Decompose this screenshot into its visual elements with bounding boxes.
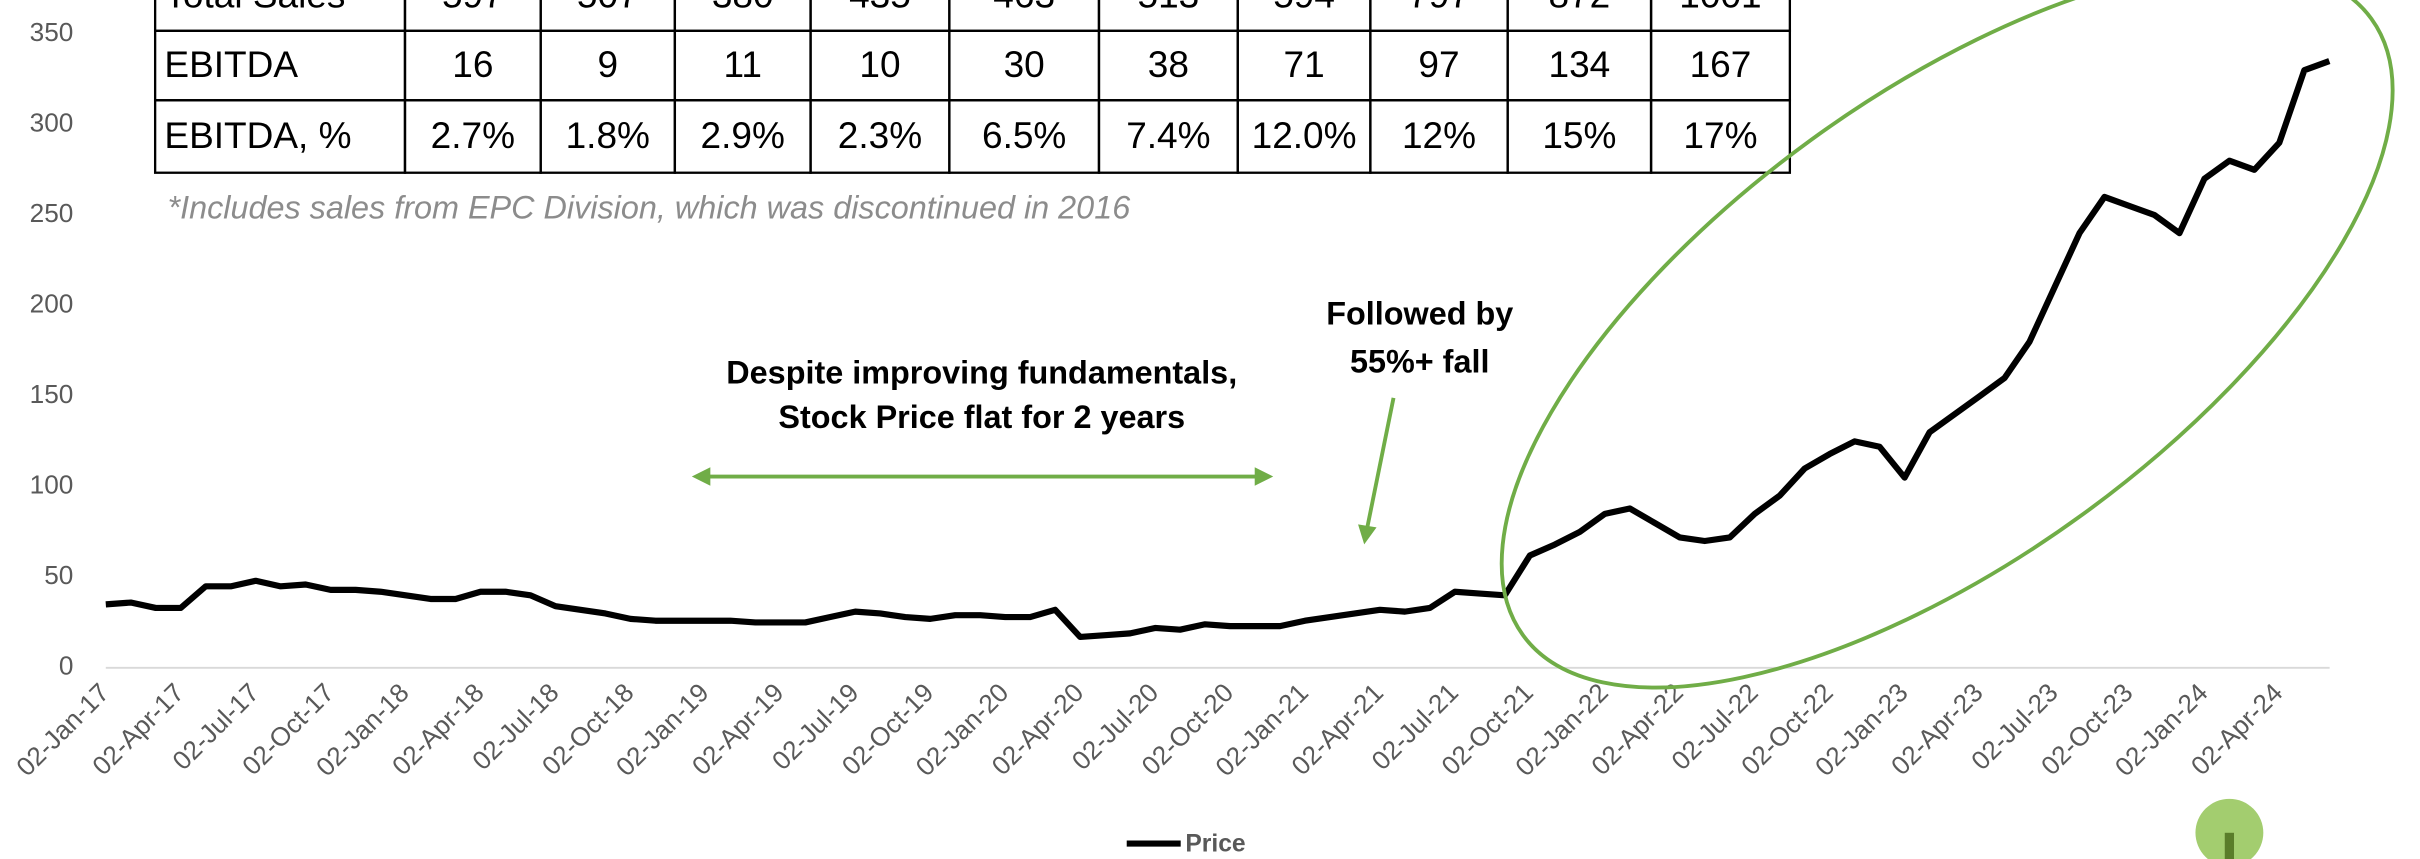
arrow-head [1254, 467, 1274, 486]
y-tick-label: 350 [30, 17, 74, 47]
cell-text: 97 [1418, 43, 1459, 85]
cell-text: 2.7% [431, 114, 515, 156]
cell-text: 134 [1548, 43, 1610, 85]
footnote: *Includes sales from EPC Division, which… [167, 189, 1130, 225]
cell-text: Total Sales [164, 0, 345, 15]
logo-trunk [2224, 832, 2235, 859]
cell-text: 9 [597, 43, 618, 85]
table-cell [1649, 99, 1792, 174]
annotation: Despite improving fundamentals, [726, 354, 1237, 390]
logo [2195, 798, 2264, 859]
cell-text: 513 [1137, 0, 1199, 15]
cell-text: 11 [724, 43, 762, 85]
cell-text: 872 [1548, 0, 1610, 15]
cell-text: 167 [1690, 43, 1752, 85]
y-tick-label: 50 [44, 560, 73, 590]
annotation: 55%+ fall [1350, 344, 1489, 380]
arrow-head [691, 467, 711, 486]
cell-text: 38 [1148, 43, 1189, 85]
cell-text: 435 [849, 0, 911, 15]
cell-text: 507 [577, 0, 639, 15]
cell-text: 7.4% [1126, 114, 1210, 156]
cell-text: 463 [993, 0, 1055, 15]
cell-text: 2.9% [701, 114, 785, 156]
cell-text: 597 [442, 0, 504, 15]
cell-text: 2.3% [838, 114, 922, 156]
cell-text: 15% [1542, 114, 1616, 156]
cell-text: 594 [1273, 0, 1335, 15]
cell-text: 1.8% [566, 114, 650, 156]
y-tick-label: 200 [30, 288, 74, 318]
price-line [105, 58, 2331, 641]
highlight-ellipse [1499, 0, 2395, 690]
y-tick-label: 300 [30, 107, 74, 137]
arrow-head [1358, 524, 1377, 545]
y-tick-label: 150 [30, 379, 74, 409]
cell-text: 12% [1402, 114, 1476, 156]
cell-text: 30 [1004, 43, 1045, 85]
cell-text: EBITDA, % [164, 114, 351, 156]
cell-text: 10 [859, 43, 900, 85]
cell-text: 12.0% [1252, 114, 1357, 156]
y-tick-label: 250 [30, 198, 74, 228]
cell-text: 797 [1408, 0, 1470, 15]
cell-text: EBITDA [164, 43, 298, 85]
cell-text: 17% [1683, 114, 1757, 156]
cell-text: 380 [712, 0, 774, 15]
y-tick-label: 0 [59, 651, 74, 681]
annotation: Followed by [1326, 296, 1513, 332]
cell-text: 6.5% [982, 114, 1066, 156]
cell-text: 16 [452, 43, 493, 85]
arrow [1365, 397, 1396, 528]
legend-label: Price [1185, 831, 1245, 858]
y-tick-label: 100 [30, 470, 74, 500]
annotation: Stock Price flat for 2 years [778, 399, 1185, 435]
cell-text: 71 [1283, 43, 1324, 85]
